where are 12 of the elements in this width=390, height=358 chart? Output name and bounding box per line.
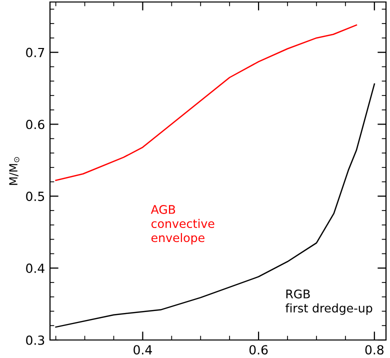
x-tick-label: 0.8	[365, 345, 384, 355]
y-tick-label: 0.5	[26, 192, 44, 202]
y-tick-label: 0.4	[26, 264, 44, 274]
y-tick-label: 0.7	[26, 48, 44, 58]
y-axis-title: M/M$_{⊙}$	[9, 157, 20, 185]
y-tick-label: 0.3	[26, 335, 44, 345]
annotation: AGB convective envelope	[150, 205, 214, 244]
x-tick-label: 0.6	[249, 345, 268, 355]
annotation: RGB first dredge-up	[285, 290, 372, 315]
x-tick-label: 0.4	[134, 345, 152, 355]
line-series	[55, 24, 358, 181]
y-tick-label: 0.6	[26, 120, 44, 130]
